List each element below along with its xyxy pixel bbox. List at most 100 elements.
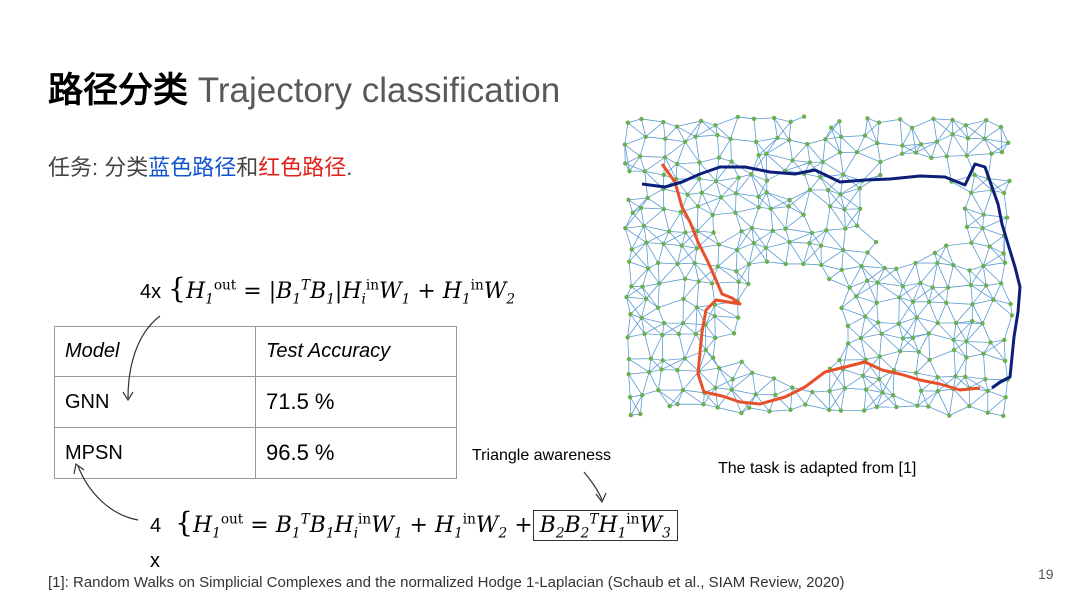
mesh-edge <box>991 142 1009 154</box>
mesh-edge <box>856 225 877 243</box>
mesh-edge <box>624 144 630 172</box>
mesh-edge <box>624 228 633 250</box>
mesh-edge <box>811 391 830 411</box>
mesh-edge <box>1000 127 1003 153</box>
mesh-node <box>655 260 661 266</box>
mesh-edge <box>646 242 664 245</box>
mesh-edge <box>717 266 737 272</box>
mesh-edge <box>953 264 970 271</box>
mesh-node <box>786 204 791 209</box>
mesh-edge <box>785 228 812 234</box>
mesh-edge <box>878 378 883 393</box>
mesh-edge <box>917 390 922 406</box>
mesh-edge <box>805 391 813 405</box>
mesh-edge <box>937 302 947 324</box>
mesh-edge <box>840 136 858 153</box>
mesh-node <box>899 151 905 156</box>
mesh-edge <box>647 188 664 199</box>
mesh-edge <box>747 264 750 284</box>
mesh-node <box>756 194 761 199</box>
mesh-node <box>1008 301 1013 307</box>
mesh-edge <box>878 378 894 396</box>
mesh-edge <box>937 262 954 266</box>
mesh-edge <box>840 187 860 195</box>
mesh-node <box>730 377 735 382</box>
mesh-edge <box>912 287 933 303</box>
mesh-node <box>675 367 680 373</box>
mesh-edge <box>820 176 841 195</box>
mesh-edge <box>682 307 698 324</box>
mesh-edge <box>631 242 647 250</box>
mesh-node <box>963 123 969 128</box>
mesh-node <box>801 261 806 267</box>
mesh-edge <box>701 192 714 216</box>
mesh-node <box>711 230 716 235</box>
mesh-edge <box>715 181 722 198</box>
mesh-edge <box>867 241 877 253</box>
mesh-edge <box>737 116 755 120</box>
mesh-edge <box>882 370 895 393</box>
mesh-edge <box>863 389 867 411</box>
mesh-node <box>783 226 788 231</box>
mesh-edge <box>930 141 938 158</box>
mesh-edge <box>748 243 755 265</box>
mesh-node <box>857 186 862 191</box>
mesh-edge <box>928 322 939 334</box>
mesh-edge <box>662 322 684 336</box>
mesh-edge <box>953 264 972 286</box>
mesh-edge <box>650 358 662 370</box>
mesh-edge <box>642 268 649 287</box>
mesh-node <box>988 340 993 345</box>
mesh-edge <box>928 406 950 416</box>
mesh-edge <box>841 265 862 271</box>
mesh-edge <box>805 404 830 411</box>
mesh-node <box>981 351 986 356</box>
mesh-edge <box>842 249 862 267</box>
mesh-edge <box>860 333 882 339</box>
mesh-node <box>972 172 977 178</box>
mesh-edge <box>806 143 824 163</box>
mesh-node <box>1002 358 1008 364</box>
mesh-edge <box>820 249 844 266</box>
mesh-node <box>734 247 740 253</box>
mesh-node <box>878 172 883 178</box>
mesh-node <box>935 320 940 326</box>
mesh-edge <box>842 368 864 377</box>
mesh-edge <box>937 262 949 288</box>
mesh-node <box>641 223 647 229</box>
mesh-node <box>675 401 680 407</box>
mesh-edge <box>712 337 716 358</box>
mesh-node <box>662 155 668 160</box>
mesh-edge <box>803 263 822 266</box>
mesh-edge <box>657 389 671 407</box>
mesh-node <box>701 402 706 407</box>
mesh-edge <box>982 246 990 267</box>
mesh-edge <box>736 231 742 251</box>
mesh-edge <box>758 196 772 209</box>
mesh-node <box>809 230 815 236</box>
mesh-node <box>729 159 734 164</box>
mesh-node <box>733 191 739 196</box>
mesh-edge <box>821 264 842 271</box>
mesh-edge <box>945 302 957 324</box>
mesh-edge <box>921 141 938 145</box>
mesh-edge <box>856 295 877 304</box>
mesh-edge <box>842 343 849 370</box>
mesh-edge <box>769 409 791 412</box>
mesh-edge <box>705 304 716 325</box>
mesh-edge <box>881 323 899 335</box>
mesh-edge <box>830 205 845 210</box>
mesh-edge <box>715 177 739 182</box>
mesh-edge <box>876 122 880 144</box>
mesh-edge <box>918 333 930 353</box>
mesh-node <box>918 142 924 147</box>
mesh-node <box>682 276 688 282</box>
mesh-edge <box>685 278 699 282</box>
mesh-edge <box>643 225 647 243</box>
mesh-node <box>909 125 915 131</box>
mesh-edge <box>790 387 793 410</box>
mesh-edge <box>735 174 752 194</box>
mesh-edge <box>750 153 767 175</box>
mesh-node <box>824 228 829 233</box>
mesh-edge <box>895 268 904 287</box>
